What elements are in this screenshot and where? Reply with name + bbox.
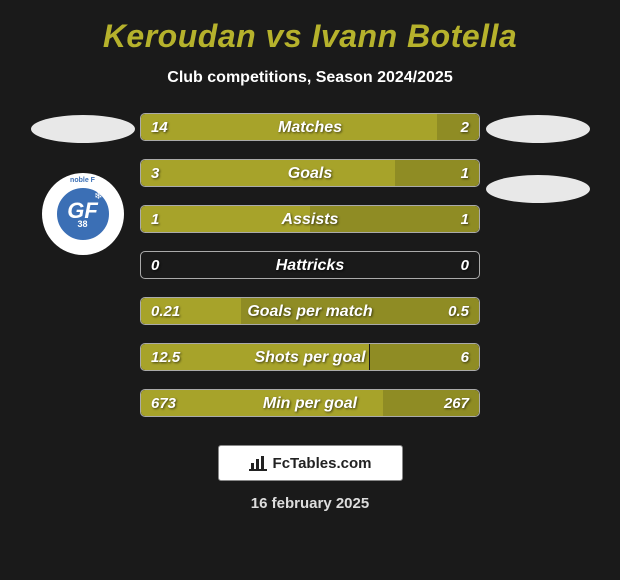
stat-bar: Min per goal673 267 [140,389,480,417]
subtitle: Club competitions, Season 2024/2025 [167,69,452,87]
stat-value-right: 6 [461,344,469,371]
stat-label: Goals per match [141,298,479,325]
main-row: noble F ❄ GF 38 Matches142Goals31Assists… [10,113,610,417]
right-player-badge [486,115,590,143]
right-player-col [480,113,595,221]
stat-label: Assists [141,206,479,233]
stat-bar: Matches14 2 [140,113,480,141]
stat-label: Hattricks [141,252,479,279]
stat-value-left: 12.5 [151,344,180,371]
club-outer-text: noble F [70,177,95,184]
stats-column: Matches142Goals31Assists11Hattricks00Goa… [140,113,480,417]
stat-label: Matches [141,114,479,141]
snowflake-icon: ❄ [94,191,102,202]
left-player-col: noble F ❄ GF 38 [25,113,140,255]
left-player-badge [31,115,135,143]
source-label: FcTables.com [273,455,372,472]
stat-bar: Goals per match0.21 0.5 [140,297,480,325]
stat-value-left: 0.21 [151,298,180,325]
stat-value-right: 1 [461,160,469,187]
chart-icon [249,455,267,471]
stat-value-right: 1 [461,206,469,233]
stat-value-left: 3 [151,160,159,187]
footer-date: 16 february 2025 [251,495,369,512]
stat-bar: Shots per goal12.5 6 [140,343,480,371]
club-sub: 38 [77,220,87,229]
stat-value-right: 0 [461,252,469,279]
stat-value-right: 267 [444,390,469,417]
stat-value-left: 0 [151,252,159,279]
stat-bar: Hattricks0 0 [140,251,480,279]
club-logo-inner: ❄ GF 38 [54,185,112,243]
comparison-infographic: Keroudan vs Ivann Botella Club competiti… [0,0,620,580]
stat-value-left: 1 [151,206,159,233]
stat-label: Goals [141,160,479,187]
stat-value-left: 14 [151,114,168,141]
stat-label: Min per goal [141,390,479,417]
stat-value-right: 0.5 [448,298,469,325]
stat-label: Shots per goal [141,344,479,371]
stat-bar: Assists1 1 [140,205,480,233]
left-club-logo: noble F ❄ GF 38 [42,173,124,255]
source-badge[interactable]: FcTables.com [218,445,403,481]
stat-bar: Goals3 1 [140,159,480,187]
stat-value-left: 673 [151,390,176,417]
page-title: Keroudan vs Ivann Botella [103,18,517,55]
right-club-badge [486,175,590,203]
stat-value-right: 2 [461,114,469,141]
